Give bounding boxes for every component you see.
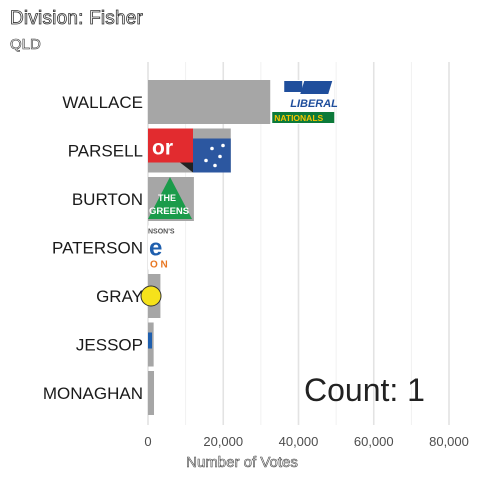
greens-logo: THE GREENS [148,177,192,219]
category-label: GRAY [96,287,143,306]
count-label: Count: [304,372,399,408]
one-nation-logo: NSON'SeO N [148,225,182,271]
category-label: JESSOP [76,336,143,355]
category-label: MONAGHAN [43,384,143,403]
x-tick-labels: 0 20,000 40,000 60,000 80,000 [144,434,469,449]
category-label: PATERSON [52,239,143,258]
x-tick-label: 0 [144,434,151,449]
svg-text:NATIONALS: NATIONALS [274,113,323,123]
x-axis-label: Number of Votes [186,454,298,472]
labor-logo: or [148,128,231,173]
x-tick-label: 60,000 [354,434,394,449]
yellow-circle-logo [140,285,162,307]
chart-subtitle: QLD [10,36,41,54]
count-readout: Count: 1 [304,372,425,409]
svg-text:THE: THE [158,193,176,203]
svg-text:LIBERAL: LIBERAL [290,98,338,110]
x-tick-label: 20,000 [203,434,243,449]
count-value: 1 [407,372,425,408]
liberal-nationals-logo: LIBERAL NATIONALS [270,80,338,124]
svg-text:e: e [149,235,162,262]
chart-title: Division: Fisher [10,8,144,30]
bar [148,371,155,415]
svg-text:NSON'S: NSON'S [148,229,175,236]
category-label: BURTON [72,190,143,209]
small-party-logo [148,332,152,349]
category-label: WALLACE [62,93,143,112]
category-label: PARSELL [68,142,143,161]
x-tick-label: 80,000 [429,434,469,449]
svg-text:O N: O N [150,260,168,271]
svg-text:GREENS: GREENS [149,206,189,217]
x-tick-label: 40,000 [279,434,319,449]
category-labels: WALLACE PARSELL BURTON PATERSON GRAY JESSOP MO… [43,93,143,403]
svg-text:or: or [152,137,173,160]
party-logos: LIBERAL NATIONALS or THE GREENS NSON'SeO N [140,80,338,349]
